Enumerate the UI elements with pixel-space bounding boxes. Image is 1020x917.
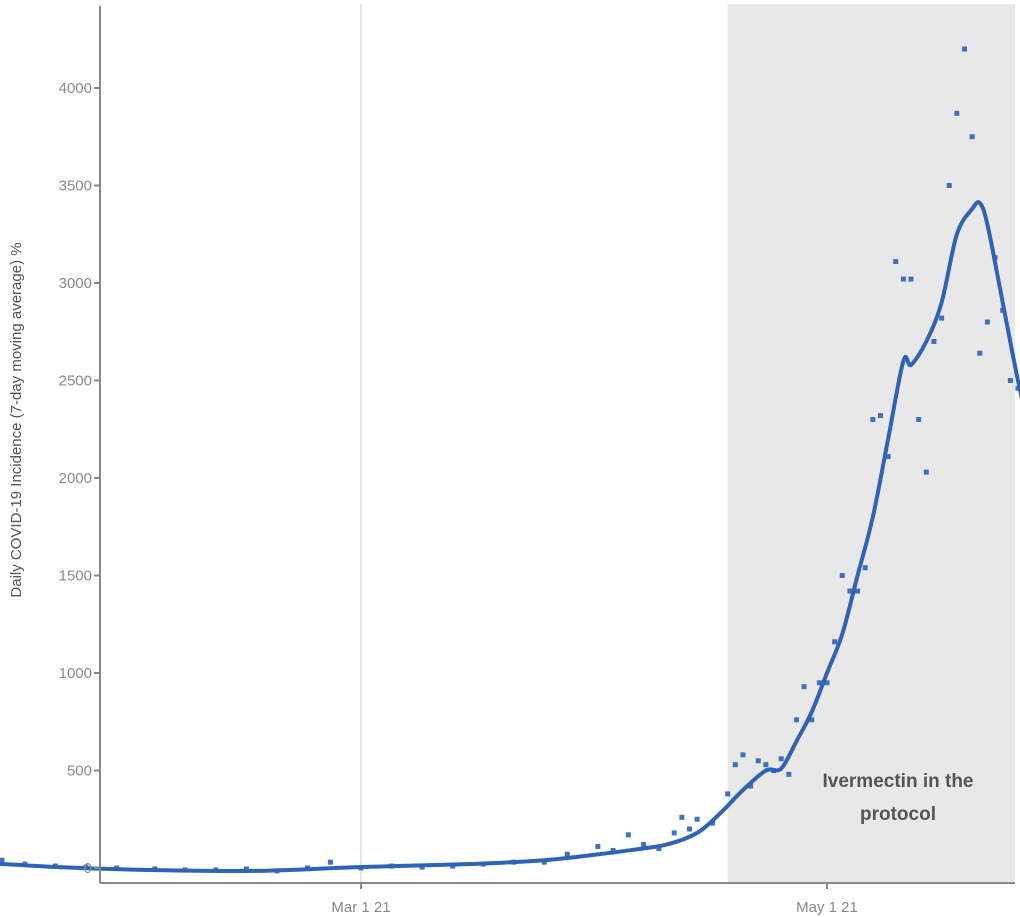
data-point bbox=[389, 863, 395, 869]
data-point bbox=[847, 588, 853, 594]
data-point bbox=[870, 417, 876, 422]
data-point bbox=[877, 413, 883, 419]
data-point bbox=[977, 350, 983, 356]
data-point bbox=[801, 684, 807, 690]
data-point bbox=[419, 864, 425, 870]
data-point bbox=[855, 588, 861, 594]
y-tick-label: 0 bbox=[84, 860, 92, 877]
data-point bbox=[778, 756, 784, 762]
data-point bbox=[992, 255, 998, 261]
data-point bbox=[793, 717, 799, 723]
data-point bbox=[969, 134, 975, 140]
data-point bbox=[755, 758, 761, 764]
data-point bbox=[908, 276, 914, 282]
data-point bbox=[1007, 378, 1013, 383]
data-point bbox=[725, 791, 731, 797]
data-point bbox=[893, 259, 899, 265]
data-point bbox=[152, 866, 158, 872]
data-point bbox=[305, 865, 311, 871]
data-point bbox=[564, 851, 570, 857]
data-point bbox=[213, 867, 219, 873]
daily-points-layer bbox=[0, 46, 1020, 874]
data-point bbox=[182, 867, 188, 873]
data-point bbox=[327, 859, 333, 865]
y-tick-label: 2000 bbox=[59, 470, 92, 487]
data-point bbox=[625, 832, 631, 838]
data-point bbox=[748, 783, 754, 789]
data-point bbox=[923, 469, 929, 475]
y-tick-label: 4000 bbox=[59, 80, 92, 97]
data-point bbox=[1015, 385, 1020, 391]
shade-annotation-line2: protocol bbox=[860, 804, 936, 825]
data-point bbox=[1000, 307, 1006, 313]
data-point bbox=[0, 857, 5, 863]
data-point bbox=[610, 847, 616, 853]
data-point bbox=[114, 865, 120, 871]
data-point bbox=[916, 417, 922, 422]
y-tick-label: 3000 bbox=[59, 275, 92, 292]
data-point bbox=[679, 814, 685, 820]
x-tick-label: May 1 21 bbox=[796, 899, 858, 916]
data-point bbox=[946, 183, 952, 188]
data-point bbox=[656, 846, 662, 851]
y-tick-label: 3500 bbox=[59, 178, 92, 195]
data-point bbox=[511, 859, 517, 865]
data-point bbox=[862, 565, 868, 571]
data-point bbox=[954, 110, 960, 116]
data-point bbox=[274, 868, 280, 874]
data-point bbox=[771, 768, 777, 773]
data-point bbox=[931, 339, 937, 344]
data-point bbox=[740, 752, 746, 758]
x-axis-ticks: Mar 1 21 May 1 21 bbox=[331, 883, 858, 916]
data-point bbox=[480, 861, 486, 867]
y-axis-ticks: 0 500 1000 1500 2000 2500 3000 3500 4000 bbox=[59, 80, 100, 877]
y-tick-label: 1500 bbox=[59, 568, 92, 585]
data-point bbox=[22, 861, 28, 867]
y-tick-label: 2500 bbox=[59, 373, 92, 390]
data-point bbox=[671, 830, 677, 836]
data-point bbox=[839, 573, 845, 578]
data-point bbox=[824, 680, 830, 686]
data-point bbox=[832, 639, 838, 645]
y-tick-label: 500 bbox=[67, 763, 92, 780]
data-point bbox=[786, 771, 792, 777]
data-point bbox=[939, 315, 945, 321]
data-point bbox=[809, 717, 815, 723]
y-tick-label: 1000 bbox=[59, 665, 92, 682]
data-point bbox=[900, 276, 906, 282]
data-point bbox=[732, 762, 738, 768]
data-point bbox=[243, 866, 249, 872]
y-axis-title: Daily COVID-19 Incidence (7-day moving a… bbox=[8, 242, 25, 597]
data-point bbox=[885, 454, 891, 460]
x-tick-label: Mar 1 21 bbox=[331, 899, 390, 916]
data-point bbox=[83, 864, 89, 870]
data-point bbox=[450, 863, 456, 869]
data-point bbox=[816, 680, 822, 686]
data-point bbox=[595, 844, 601, 850]
data-point bbox=[641, 842, 647, 848]
data-point bbox=[962, 46, 968, 52]
shaded-region bbox=[727, 4, 1015, 883]
data-point bbox=[763, 762, 769, 768]
data-point bbox=[984, 319, 990, 325]
shade-annotation-line1: Ivermectin in the bbox=[823, 771, 974, 792]
data-point bbox=[541, 859, 547, 865]
x-gridlines bbox=[360, 4, 828, 883]
data-point bbox=[52, 863, 58, 869]
data-point bbox=[686, 826, 692, 832]
data-point bbox=[709, 820, 715, 826]
data-point bbox=[694, 816, 700, 822]
data-point bbox=[358, 865, 364, 871]
